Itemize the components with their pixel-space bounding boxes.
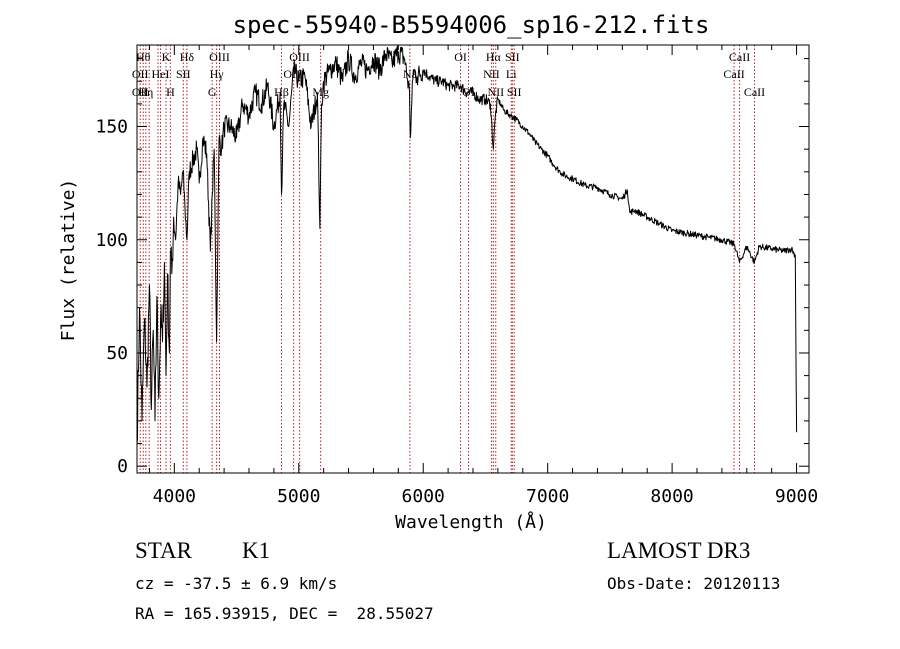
redshift-text: cz = -37.5 ± 6.9 km/s (135, 574, 338, 593)
line-label: OI (462, 85, 475, 99)
x-tick-label: 6000 (402, 486, 445, 507)
line-label: G (208, 85, 217, 99)
line-label: NII (487, 85, 504, 99)
line-label: OII (132, 67, 149, 81)
x-tick-label: 5000 (277, 486, 320, 507)
line-label: Hγ (210, 67, 225, 81)
line-label: Hβ (274, 85, 289, 99)
y-tick-label: 150 (95, 117, 128, 138)
line-label: SII (507, 85, 522, 99)
y-axis-label: Flux (relative) (58, 179, 79, 342)
line-label: Hα (486, 50, 502, 64)
line-label: OIII (209, 50, 230, 64)
x-tick-label: 7000 (526, 486, 569, 507)
line-label: OII (132, 85, 149, 99)
spectrum-series (136, 45, 798, 444)
object-subclass: K1 (242, 538, 271, 563)
x-tick-label: 9000 (775, 486, 818, 507)
spectral-line-markers (139, 45, 755, 473)
line-label: Hη (138, 85, 153, 99)
survey-name: LAMOST DR3 (607, 538, 751, 563)
line-label: CaII (744, 85, 765, 99)
object-class: STAR (135, 538, 192, 563)
line-label: CaII (723, 67, 744, 81)
line-label: H (166, 85, 175, 99)
chart-title: spec-55940-B5594006_sp16-212.fits (233, 11, 710, 39)
line-label: Hδ (180, 50, 195, 64)
x-tick-label: 8000 (650, 486, 693, 507)
line-label: CaII (729, 50, 750, 64)
line-label: NII (483, 67, 500, 81)
line-label: Li (506, 67, 517, 81)
line-label: HeI (152, 67, 170, 81)
line-label: Na (403, 67, 418, 81)
y-tick-label: 50 (106, 343, 128, 364)
line-label: SII (176, 67, 191, 81)
line-label: OI (454, 50, 467, 64)
obs-date: Obs-Date: 20120113 (607, 574, 781, 593)
line-label: SII (505, 50, 520, 64)
line-label: OIII (283, 67, 304, 81)
y-tick-label: 0 (117, 456, 128, 477)
coordinates-text: RA = 165.93915, DEC = 28.55027 (135, 604, 434, 623)
y-tick-label: 100 (95, 230, 128, 251)
line-label: Mg (312, 85, 329, 99)
axis-ticks: 4000 5000 6000 7000 8000 9000 0 50 100 150 (95, 45, 818, 507)
x-tick-label: 4000 (153, 486, 196, 507)
x-axis-label: Wavelength (Å) (395, 511, 547, 533)
line-label: OIII (289, 50, 310, 64)
plot-frame (136, 44, 810, 474)
line-label: Hθ (136, 50, 151, 64)
spectrum-line (136, 45, 798, 444)
line-label: K (162, 50, 171, 64)
